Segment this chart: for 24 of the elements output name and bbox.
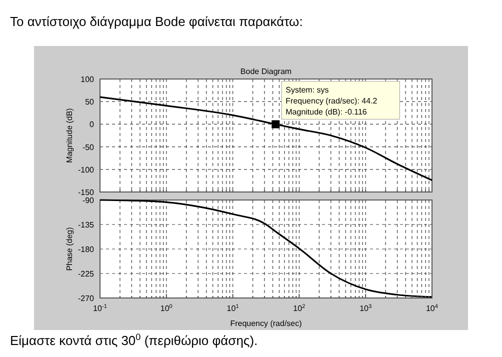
y-axis-title: Magnitude (dB) [65, 108, 74, 163]
y-tick-label: -225 [78, 270, 95, 278]
y-tick-label: -90 [82, 196, 95, 205]
y-tick-label: -150 [78, 188, 95, 197]
y-tick-label: -100 [78, 165, 95, 174]
chart-title: Bode Diagram [240, 67, 292, 76]
annotation: System: sys Frequency (rad/sec): 44.2 Magnitude (dB): -0.116 [286, 85, 378, 116]
text: Είμαστε κοντά στις 30$^{0}$ (περιθώριο φάσης). [10, 332, 258, 348]
y-tick-label: -270 [78, 294, 95, 303]
x-tick-label: 10$^{-1}$ [93, 304, 107, 313]
y-tick-label: 50 [85, 98, 95, 107]
x-axis-title: Frequency (rad/sec) [230, 319, 302, 328]
y-axis-title: Phase (deg) [65, 226, 74, 271]
x-tick-label: 10$^{0}$ [160, 304, 172, 313]
y-tick-label: -50 [82, 142, 95, 152]
x-tick-label: 10$^{3}$ [360, 304, 372, 313]
x-tick-label: 10$^{4}$ [426, 304, 438, 313]
y-tick-label: 100 [80, 75, 95, 84]
y-tick-label: -180 [78, 245, 95, 254]
x-tick-label: 10$^{2}$ [293, 304, 306, 313]
y-tick-label: 0 [90, 120, 95, 130]
x-tick-label: 10$^{1}$ [226, 304, 239, 313]
text: Το αντίστοιχο διάγραμμα Bode φαίνεται παρακάτω: [10, 14, 303, 29]
y-tick-label: -135 [78, 220, 95, 230]
